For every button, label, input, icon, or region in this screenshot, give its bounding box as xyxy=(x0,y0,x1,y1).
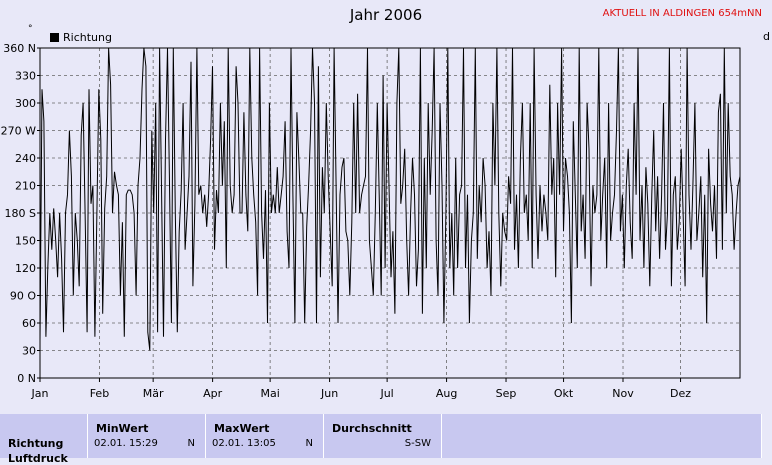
x-tick-label: Aug xyxy=(436,387,457,400)
max-date: 02.01. 13:05 xyxy=(212,438,276,449)
empty-cell xyxy=(442,414,762,458)
row-label: Richtung xyxy=(8,437,64,450)
y-tick-label: 150 xyxy=(15,235,36,248)
right-axis-label: d xyxy=(763,30,770,43)
avg-cell: Durchschnitt S-SW xyxy=(324,414,442,458)
stats-panel: Richtung Luftdruck MinWert 02.01. 15:29 … xyxy=(0,414,772,465)
legend-swatch xyxy=(50,33,59,42)
x-tick-label: Dez xyxy=(670,387,691,400)
x-axis: Jan Feb Mär Apr Mai Jun Jul Aug Sep Okt Nov Dez xyxy=(31,378,691,400)
avg-header: Durchschnitt xyxy=(332,422,412,435)
legend: Richtung xyxy=(50,31,112,44)
legend-entry: Richtung xyxy=(63,31,112,44)
y-tick-label: 30 xyxy=(22,345,36,358)
max-direction: N xyxy=(305,438,313,449)
y-tick-label: 120 xyxy=(15,262,36,275)
x-tick-label: Sep xyxy=(496,387,517,400)
y-tick-label: 0 N xyxy=(17,372,36,385)
chart-plot: 0 N 30 60 90 O 120 150 180 S 210 240 270 W 300 330 3… xyxy=(1,42,741,400)
y-tick-label: 270 W xyxy=(1,125,36,138)
row-label-cell: Richtung Luftdruck xyxy=(0,414,88,465)
row-label-next: Luftdruck xyxy=(8,452,68,465)
max-cell: MaxWert 02.01. 13:05 N xyxy=(206,414,324,458)
y-axis: 0 N 30 60 90 O 120 150 180 S 210 240 270 W 300 330 3… xyxy=(1,42,40,385)
unit-mark: ° xyxy=(28,24,33,34)
y-tick-label: 180 S xyxy=(5,207,36,220)
y-tick-label: 360 N xyxy=(3,42,36,55)
chart-title: Jahr 2006 xyxy=(349,6,423,24)
x-tick-label: Nov xyxy=(612,387,634,400)
avg-value: S-SW xyxy=(404,438,431,449)
series-line-richtung xyxy=(39,47,741,351)
x-tick-label: Jul xyxy=(379,387,393,400)
y-tick-label: 60 xyxy=(22,317,36,330)
y-tick-label: 210 xyxy=(15,180,36,193)
x-tick-label: Apr xyxy=(203,387,223,400)
min-header: MinWert xyxy=(96,422,149,435)
y-tick-label: 240 xyxy=(15,152,36,165)
x-tick-label: Jan xyxy=(31,387,49,400)
y-tick-label: 90 O xyxy=(10,290,36,303)
x-tick-label: Mär xyxy=(143,387,164,400)
x-tick-label: Mai xyxy=(260,387,279,400)
y-tick-label: 300 xyxy=(15,97,36,110)
x-tick-label: Okt xyxy=(554,387,574,400)
min-date: 02.01. 15:29 xyxy=(94,438,158,449)
min-cell: MinWert 02.01. 15:29 N xyxy=(88,414,206,458)
x-tick-label: Jun xyxy=(320,387,338,400)
max-header: MaxWert xyxy=(214,422,270,435)
station-label: AKTUELL IN ALDINGEN 654mNN xyxy=(602,8,762,19)
min-direction: N xyxy=(187,438,195,449)
x-tick-label: Feb xyxy=(90,387,109,400)
y-tick-label: 330 xyxy=(15,70,36,83)
